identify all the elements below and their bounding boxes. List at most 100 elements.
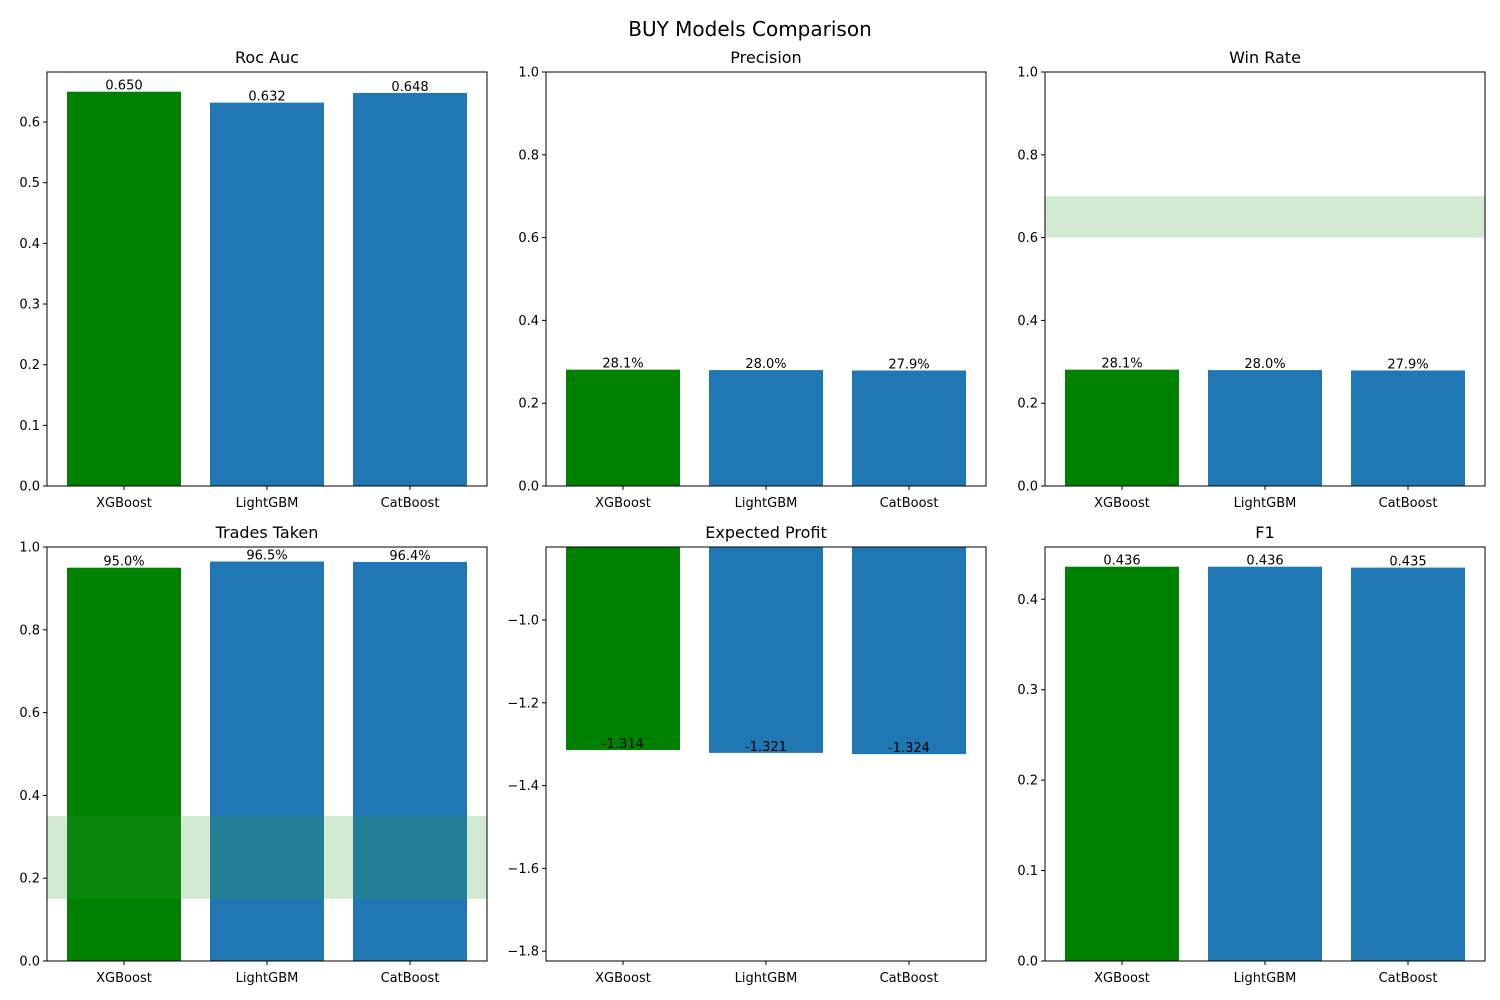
bar-lightgbm	[210, 561, 324, 961]
bar-value-label: 0.436	[1103, 554, 1140, 569]
y-tick-label: 0.0	[1017, 955, 1038, 970]
x-tick-label: LightGBM	[236, 496, 299, 511]
y-tick-label: −1.4	[507, 779, 539, 794]
target-band	[47, 816, 487, 899]
y-tick-label: 0.2	[19, 358, 40, 373]
x-tick-label: CatBoost	[1379, 971, 1438, 986]
x-tick-label: XGBoost	[1094, 496, 1150, 511]
y-tick-label: 0.0	[518, 480, 539, 495]
bar-lightgbm	[1208, 566, 1322, 961]
y-tick-label: 0.4	[1017, 593, 1038, 608]
bar-value-label: 0.632	[248, 90, 285, 105]
x-tick-label: XGBoost	[96, 496, 152, 511]
bar-value-label: 27.9%	[888, 357, 929, 372]
x-tick-label: CatBoost	[880, 971, 939, 986]
y-tick-label: 0.8	[518, 148, 539, 163]
bar-value-label: 96.4%	[389, 549, 430, 564]
plot-area	[67, 91, 467, 486]
chart-f1: 0.436 0.436 0.435 0.0 0.1 0.2 0.3 0.4 XGBoost Lig…	[1017, 523, 1486, 986]
bar-catboost	[852, 547, 966, 755]
y-tick-label: 0.0	[19, 480, 40, 495]
y-tick-label: 0.4	[19, 789, 40, 804]
x-tick-label: CatBoost	[880, 496, 939, 511]
bar-value-label: 28.1%	[1101, 357, 1142, 372]
chart-precision: 28.1% 28.0% 27.9% 0.0 0.2 0.4 0.6 0.8 1.0 XGBoost…	[518, 48, 987, 511]
x-tick-label: LightGBM	[735, 496, 798, 511]
y-tick-label: 0.4	[1017, 314, 1038, 329]
bar-xgboost	[566, 547, 680, 750]
x-tick-label: XGBoost	[595, 496, 651, 511]
chart-expected-profit: -1.314 -1.321 -1.324 −1.8 −1.6 −1.4 −1.2 −1.0 XG…	[507, 523, 987, 986]
y-tick-label: −1.8	[507, 945, 539, 960]
bar-lightgbm	[709, 547, 823, 753]
plot-area	[47, 561, 487, 961]
y-tick-label: −1.2	[507, 696, 539, 711]
bar-value-label: -1.314	[602, 737, 644, 752]
x-tick-label: LightGBM	[236, 971, 299, 986]
chart-title: Win Rate	[1229, 48, 1301, 67]
y-tick-label: 0.1	[1017, 864, 1038, 879]
x-tick-label: LightGBM	[1234, 971, 1297, 986]
y-tick-label: 0.2	[1017, 774, 1038, 789]
y-tick-label: 0.0	[1017, 480, 1038, 495]
x-tick-label: XGBoost	[1094, 971, 1150, 986]
y-tick-label: 0.0	[19, 955, 40, 970]
plot-area	[566, 369, 966, 486]
bar-value-label: 0.435	[1389, 555, 1426, 570]
y-tick-label: 0.2	[19, 872, 40, 887]
bar-xgboost	[566, 369, 680, 486]
y-tick-label: 0.8	[19, 623, 40, 638]
chart-title: Roc Auc	[235, 48, 299, 67]
bar-value-label: 0.436	[1246, 554, 1283, 569]
bar-xgboost	[1065, 369, 1179, 486]
x-tick-label: XGBoost	[595, 971, 651, 986]
bar-value-label: 0.648	[391, 80, 428, 95]
bar-lightgbm	[709, 370, 823, 486]
bar-xgboost	[1065, 566, 1179, 961]
subplots-grid: 0.650 0.632 0.648 0.0 0.1 0.2 0.3 0.4 0.5 0.6 XGBo…	[19, 48, 1486, 986]
chart-title: Trades Taken	[215, 523, 319, 542]
y-tick-label: 0.4	[19, 237, 40, 252]
y-tick-label: 0.3	[1017, 683, 1038, 698]
bar-xgboost	[67, 567, 181, 961]
bar-value-label: 95.0%	[103, 555, 144, 570]
bar-value-label: 96.5%	[246, 548, 287, 563]
y-tick-label: 1.0	[19, 541, 40, 556]
x-tick-label: CatBoost	[381, 496, 440, 511]
chart-title: Precision	[730, 48, 801, 67]
target-band	[1045, 196, 1485, 238]
y-tick-label: 0.6	[19, 706, 40, 721]
bar-value-label: -1.321	[745, 740, 787, 755]
bar-xgboost	[67, 91, 181, 486]
bar-value-label: 28.1%	[602, 357, 643, 372]
chart-title: F1	[1255, 523, 1274, 542]
y-tick-label: 1.0	[1017, 66, 1038, 81]
y-tick-label: 0.5	[19, 176, 40, 191]
y-tick-label: 0.3	[19, 298, 40, 313]
plot-area	[1045, 196, 1485, 486]
y-tick-label: 0.2	[1017, 397, 1038, 412]
y-tick-label: −1.6	[507, 862, 539, 877]
bar-catboost	[353, 92, 467, 486]
y-tick-label: −1.0	[507, 613, 539, 628]
bar-catboost	[852, 370, 966, 486]
chart-trades-taken: 95.0% 96.5% 96.4% 0.0 0.2 0.4 0.6 0.8 1.0 XGBoost…	[19, 523, 488, 986]
figure-title: BUY Models Comparison	[628, 17, 872, 41]
x-tick-label: CatBoost	[381, 971, 440, 986]
plot-area	[1065, 566, 1465, 961]
y-tick-label: 0.4	[518, 314, 539, 329]
bar-catboost	[353, 561, 467, 961]
y-tick-label: 0.2	[518, 397, 539, 412]
bar-value-label: 28.0%	[1244, 357, 1285, 372]
plot-area	[566, 547, 966, 755]
bar-catboost	[1351, 567, 1465, 961]
y-tick-label: 0.6	[19, 116, 40, 131]
chart-roc-auc: 0.650 0.632 0.648 0.0 0.1 0.2 0.3 0.4 0.5 0.6 XGBo…	[19, 48, 488, 511]
bar-lightgbm	[210, 102, 324, 486]
y-tick-label: 0.6	[1017, 231, 1038, 246]
bar-value-label: 27.9%	[1387, 357, 1428, 372]
bar-value-label: 28.0%	[745, 357, 786, 372]
y-tick-label: 1.0	[518, 66, 539, 81]
y-tick-label: 0.1	[19, 419, 40, 434]
